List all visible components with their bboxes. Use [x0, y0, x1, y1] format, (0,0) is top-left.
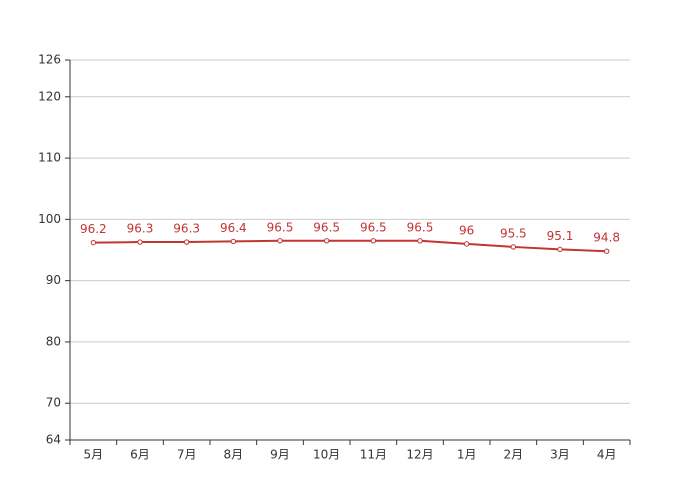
x-tick-label: 10月 [313, 448, 340, 462]
x-tick-label: 11月 [360, 448, 387, 462]
data-point [137, 239, 143, 245]
data-label: 96.3 [127, 222, 154, 236]
data-point [370, 238, 377, 244]
data-label: 96.5 [360, 220, 387, 234]
y-tick-label: 110 [38, 151, 61, 165]
data-point [557, 246, 563, 253]
y-tick-label: 64 [46, 433, 61, 447]
data-label: 94.8 [593, 231, 620, 245]
data-point [90, 239, 97, 246]
y-tick-label: 80 [46, 334, 61, 348]
x-tick-label: 5月 [84, 448, 104, 462]
x-tick-label: 6月 [130, 448, 150, 462]
y-tick-label: 126 [38, 53, 61, 67]
data-point [230, 238, 237, 245]
x-tick-label: 2月 [504, 448, 524, 462]
data-label: 96.4 [220, 221, 247, 235]
series-line [93, 239, 607, 253]
data-label: 95.1 [547, 229, 574, 243]
x-tick-label: 1月 [457, 448, 477, 462]
data-label: 96 [459, 223, 474, 237]
data-label: 96.3 [173, 222, 200, 236]
data-point [277, 238, 283, 244]
x-tick-label: 7月 [177, 448, 197, 462]
data-point [183, 239, 190, 245]
y-tick-label: 120 [38, 89, 61, 103]
y-tick-label: 90 [46, 273, 61, 287]
data-point [463, 241, 470, 247]
data-label: 96.5 [267, 220, 294, 234]
y-tick-label: 100 [38, 212, 61, 226]
data-point [510, 244, 517, 250]
data-label: 96.2 [80, 222, 107, 236]
x-tick-label: 12月 [406, 448, 433, 462]
data-point [323, 238, 330, 244]
data-label: 96.5 [313, 220, 340, 234]
x-tick-label: 3月 [550, 448, 570, 462]
data-point [417, 238, 423, 244]
data-label: 95.5 [500, 226, 527, 240]
x-tick-label: 4月 [597, 448, 617, 462]
data-point [603, 248, 610, 254]
data-label: 96.5 [407, 220, 434, 234]
x-tick-label: 9月 [270, 448, 290, 462]
y-tick-label: 70 [46, 396, 61, 410]
x-tick-label: 8月 [224, 448, 244, 462]
